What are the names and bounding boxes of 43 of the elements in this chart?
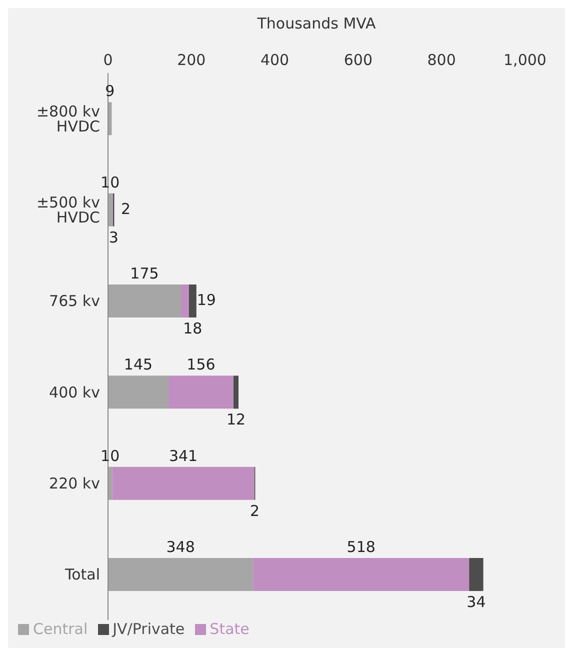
- legend-label: JV/Private: [112, 620, 185, 638]
- y-tick-label: ±800 kv HVDC: [36, 102, 100, 136]
- data-label: 18: [183, 320, 202, 338]
- data-label: 19: [196, 291, 216, 310]
- bar: [253, 558, 470, 592]
- data-label: 145: [124, 356, 153, 374]
- bar: [188, 284, 196, 318]
- bar: [168, 376, 234, 409]
- bar: [234, 376, 239, 409]
- legend-label: State: [210, 620, 250, 638]
- bar: [180, 284, 189, 318]
- legend-label: Central: [33, 620, 88, 638]
- data-label: 175: [130, 264, 159, 283]
- y-tick-label: 220 kv: [49, 474, 100, 493]
- y-tick-label: Total: [64, 566, 100, 584]
- x-tick-label: 400: [260, 51, 290, 69]
- x-tick-label: 600: [344, 51, 373, 69]
- bar: [112, 466, 254, 500]
- data-label: 12: [226, 410, 246, 429]
- y-tick-label: ±500 kv HVDC: [36, 194, 100, 227]
- x-tick-label: 0: [103, 51, 113, 69]
- data-label: 518: [346, 538, 376, 556]
- bar: [469, 558, 484, 592]
- data-label: 34: [466, 593, 486, 612]
- x-axis-title: Thousands MVA: [256, 14, 376, 33]
- data-label: 10: [100, 173, 120, 192]
- y-tick-label: 400 kv: [49, 383, 100, 402]
- bar: [108, 376, 168, 409]
- data-label: 341: [168, 446, 198, 465]
- data-label: 2: [250, 502, 260, 520]
- bar: [108, 558, 254, 592]
- x-tick-label: 800: [427, 51, 456, 69]
- data-label: 10: [100, 446, 120, 465]
- data-label: 2: [121, 200, 131, 218]
- data-label: 348: [166, 538, 195, 556]
- y-tick-label: 765 kv: [49, 292, 100, 310]
- data-label: 3: [108, 228, 118, 246]
- bar: [108, 102, 112, 136]
- bar: [108, 284, 181, 318]
- x-tick-label: 200: [177, 51, 206, 69]
- x-tick-label: 1,000: [504, 51, 546, 69]
- data-label: 156: [186, 356, 216, 374]
- data-label: 9: [105, 82, 115, 100]
